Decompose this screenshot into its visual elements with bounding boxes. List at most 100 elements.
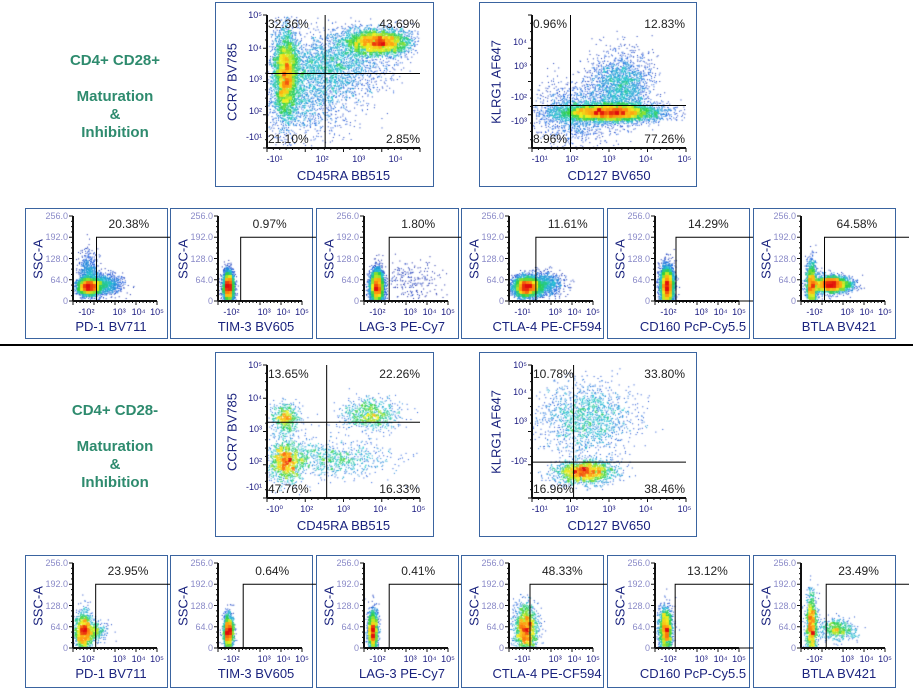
x-tick-label: 10⁵ <box>295 307 309 317</box>
y-axis-title: SSC-A <box>175 585 191 626</box>
y-tick-label: 128.0 <box>190 600 213 611</box>
y-tick-label: 64.0 <box>195 621 213 632</box>
quadrant-plot[interactable]: -10¹ 10² 10³ 10⁴ 10⁵ -10³ -10² 10³ 10⁴ CD127 BV65… <box>479 2 698 188</box>
x-tick-label: 10⁴ <box>131 307 146 317</box>
x-tick-label: -10² <box>223 654 240 664</box>
gate-percent: 48.33% <box>542 564 583 578</box>
x-tick-label: -10² <box>78 307 95 317</box>
x-tick-label: 10³ <box>548 654 562 664</box>
histogram-gate-plot[interactable]: -10² 10³ 10⁴ 10⁵ 0 64.0 128.0 192.0 256.0 LAG-3 P… <box>316 208 472 340</box>
x-tick-label: 10⁴ <box>713 307 728 317</box>
histogram-gate-plot[interactable]: -10² 10³ 10⁴ 10⁵ 0 64.0 128.0 192.0 256.0 PD-1 BV… <box>25 555 181 689</box>
y-tick-label: 128.0 <box>190 253 213 264</box>
histogram-gate-plot[interactable]: -10² 10³ 10⁴ 10⁵ 0 64.0 128.0 192.0 256.0 BTLA BV… <box>753 555 909 689</box>
x-tick-label: 10⁵ <box>441 307 455 317</box>
histogram-gate-plot[interactable]: -10² 10³ 10⁴ 10⁵ 0 64.0 128.0 192.0 256.0 CD160 P… <box>607 555 763 689</box>
x-axis-title: TIM-3 BV605 <box>217 666 295 681</box>
quadrant-percent-ul: 10.78% <box>533 367 574 381</box>
plot-axes <box>797 215 909 305</box>
x-tick-label: 10⁴ <box>567 654 582 664</box>
section-subtitle: Maturation <box>76 88 154 105</box>
density-canvas <box>480 3 698 188</box>
gate-percent: 1.80% <box>401 217 436 231</box>
gate-percent: 23.49% <box>838 564 879 578</box>
y-tick-label: 0 <box>644 643 650 653</box>
density-canvas <box>462 556 605 689</box>
histogram-gate-plot[interactable]: -10¹ 10³ 10⁴ 10⁵ 0 64.0 128.0 192.0 256.0 CTLA-4 … <box>461 555 617 689</box>
x-tick-label: 10² <box>315 154 329 164</box>
histogram-gate-plot[interactable]: -10² 10³ 10⁴ 10⁵ 0 64.0 128.0 192.0 256.0 LAG-3 P… <box>316 555 472 689</box>
quadrant-plot[interactable]: -10¹ 10² 10³ 10⁴ 10⁵ -10² 10³ 10⁴ 10⁵ CD127 BV650… <box>479 352 698 538</box>
y-tick-label: 256.0 <box>45 558 68 568</box>
y-tick-label: 256.0 <box>190 558 213 568</box>
x-tick-label: 10⁵ <box>878 307 892 317</box>
x-tick-label: 10⁴ <box>859 307 874 317</box>
plot-axes <box>528 364 687 502</box>
y-axis-title: KLRG1 AF647 <box>488 39 504 124</box>
quadrant-percent-lr: 16.33% <box>379 482 420 496</box>
histogram-gate-plot[interactable]: -10² 10³ 10⁴ 10⁵ 0 64.0 128.0 192.0 256.0 BTLA BV… <box>753 208 909 340</box>
x-tick-label: 10³ <box>352 154 366 164</box>
x-tick-label: 10³ <box>548 307 562 317</box>
y-tick-label: -10³ <box>510 116 527 127</box>
y-tick-label: 64.0 <box>341 274 359 285</box>
y-tick-label: 256.0 <box>627 211 650 221</box>
y-tick-label: 0 <box>353 643 359 653</box>
positive-gate <box>825 583 909 648</box>
y-tick-label: 64.0 <box>195 274 213 285</box>
plot-axes <box>360 215 472 305</box>
histogram-gate-plot[interactable]: -10² 10³ 10⁴ 10⁵ 0 64.0 128.0 192.0 256.0 TIM-3 B… <box>170 208 326 340</box>
y-tick-label: 128.0 <box>336 600 359 611</box>
y-tick-label: 256.0 <box>627 558 650 568</box>
quadrant-percent-ll: 8.96% <box>533 132 568 146</box>
section-divider <box>0 344 913 346</box>
x-tick-label: -10¹ <box>514 307 531 317</box>
x-tick-label: 10⁴ <box>388 154 403 164</box>
y-tick-label: 10⁵ <box>248 10 262 20</box>
y-axis-title: SSC-A <box>612 238 628 279</box>
y-axis-title: SSC-A <box>758 585 774 626</box>
quadrant-percent-ur: 12.83% <box>644 17 685 31</box>
histogram-gate-plot[interactable]: -10² 10³ 10⁴ 10⁵ 0 64.0 128.0 192.0 256.0 PD-1 BV… <box>25 208 181 340</box>
quadrant-plot[interactable]: -10⁰ 10² 10³ 10⁴ 10⁵ -10¹ 10² 10³ 10⁴ 10⁵ CD45RA B… <box>215 352 435 538</box>
positive-gate <box>240 236 326 301</box>
x-tick-label: 10³ <box>840 307 854 317</box>
y-tick-label: 0 <box>644 296 650 306</box>
histogram-gate-plot[interactable]: -10¹ 10³ 10⁴ 10⁵ 0 64.0 128.0 192.0 256.0 CTLA-4 … <box>461 208 617 340</box>
y-tick-label: 128.0 <box>481 600 504 611</box>
plot-axes <box>651 562 763 652</box>
y-tick-label: 0 <box>498 296 504 306</box>
y-tick-label: 192.0 <box>336 579 359 590</box>
y-tick-label: 0 <box>498 643 504 653</box>
x-tick-label: -10² <box>660 307 677 317</box>
x-tick-label: 10³ <box>112 654 126 664</box>
x-tick-label: -10² <box>806 654 823 664</box>
histogram-gate-plot[interactable]: -10² 10³ 10⁴ 10⁵ 0 64.0 128.0 192.0 256.0 TIM-3 B… <box>170 555 326 689</box>
quadrant-plot[interactable]: -10¹ 10² 10³ 10⁴ -10¹ 10² 10³ 10⁴ 10⁵ CD45RA BB51… <box>215 2 435 188</box>
y-axis-title: SSC-A <box>321 238 337 279</box>
section-title: CD4+ CD28- <box>71 402 159 419</box>
x-axis-title: LAG-3 PE-Cy7 <box>359 666 445 681</box>
y-tick-label: 64.0 <box>341 621 359 632</box>
y-tick-label: 256.0 <box>336 211 359 221</box>
y-axis-title: SSC-A <box>466 238 482 279</box>
x-axis-title: CTLA-4 PE-CF594 <box>492 319 602 334</box>
y-axis-title: SSC-A <box>30 585 46 626</box>
y-tick-label: 192.0 <box>627 579 650 590</box>
x-tick-label: 10⁵ <box>586 307 600 317</box>
x-tick-label: 10³ <box>257 307 271 317</box>
y-tick-label: 256.0 <box>190 211 213 221</box>
y-axis-title: SSC-A <box>758 238 774 279</box>
histogram-gate-plot[interactable]: -10² 10³ 10⁴ 10⁵ 0 64.0 128.0 192.0 256.0 CD160 P… <box>607 208 763 340</box>
quadrant-percent-ll: 47.76% <box>268 482 309 496</box>
y-tick-label: 0 <box>353 296 359 306</box>
x-tick-label: 10⁵ <box>441 654 455 664</box>
quadrant-percent-ul: 13.65% <box>268 367 309 381</box>
x-axis-title: PD-1 BV711 <box>75 666 147 681</box>
positive-gate <box>96 236 181 301</box>
density-canvas <box>317 556 460 689</box>
density-canvas <box>754 209 897 340</box>
y-axis-title: CCR7 BV785 <box>224 392 240 471</box>
y-tick-label: 192.0 <box>627 232 650 243</box>
